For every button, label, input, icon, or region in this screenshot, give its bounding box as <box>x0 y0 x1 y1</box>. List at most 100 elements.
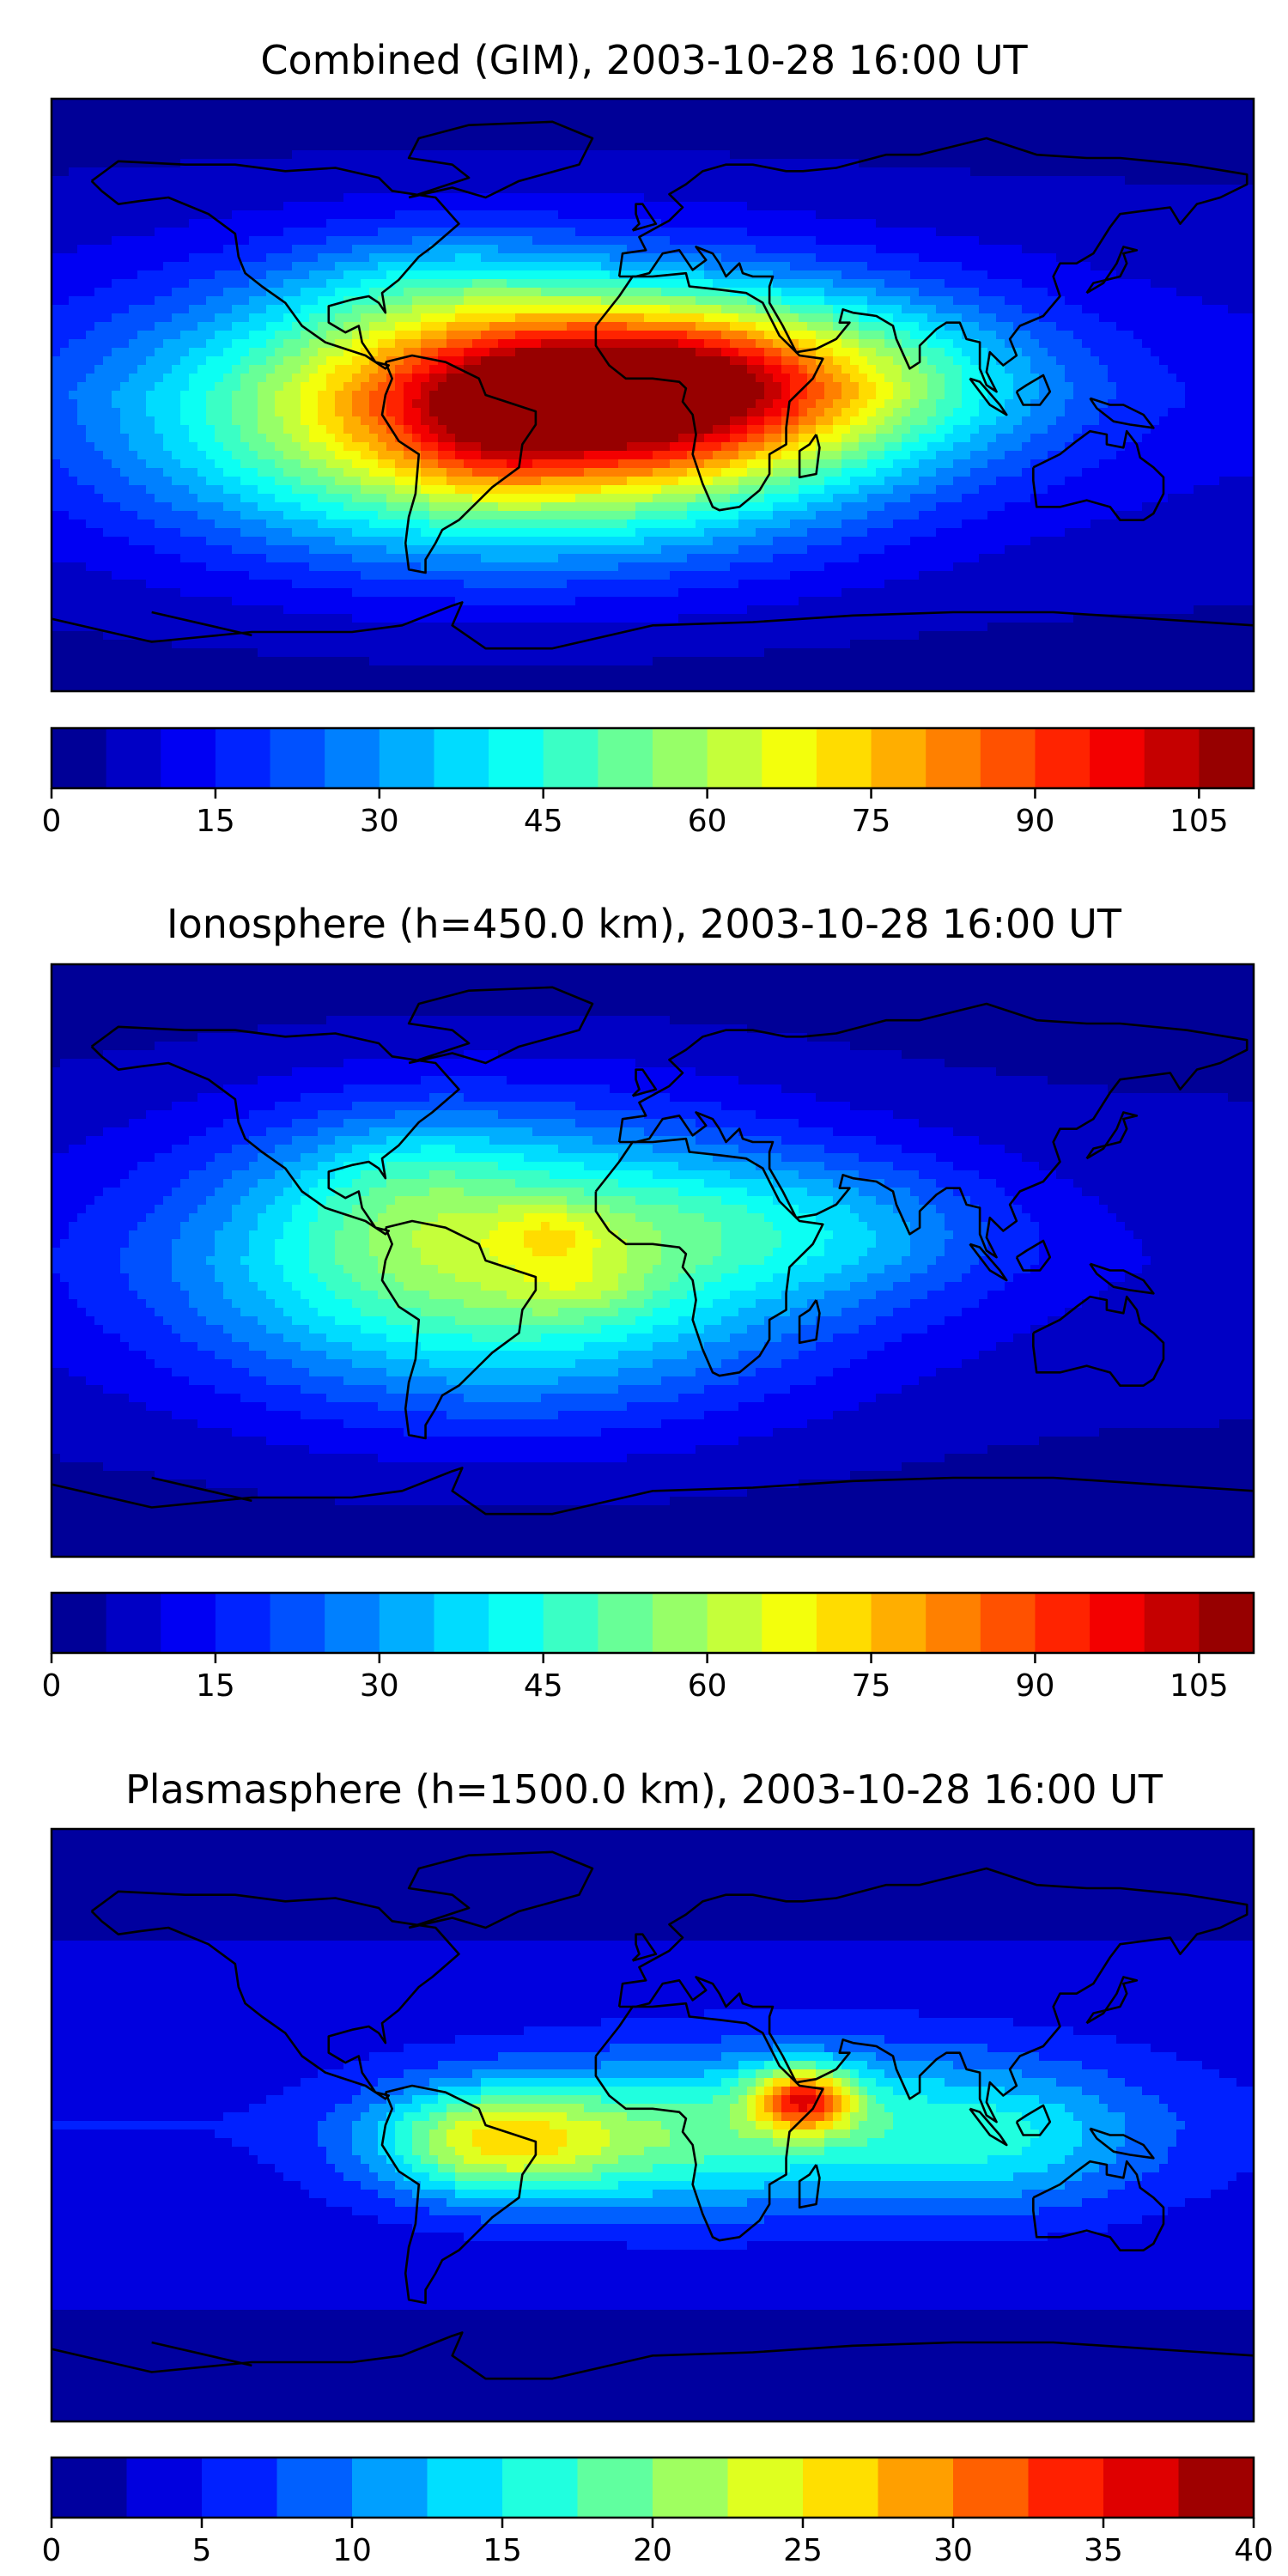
field-cell <box>1168 245 1177 254</box>
field-cell <box>507 99 516 108</box>
field-cell <box>661 305 671 314</box>
field-cell <box>996 305 1005 314</box>
field-cell <box>1082 313 1091 323</box>
field-cell <box>781 185 791 194</box>
field-cell <box>172 116 181 125</box>
field-cell <box>592 176 602 185</box>
field-cell <box>240 228 250 237</box>
field-cell <box>249 125 258 134</box>
field-cell <box>721 305 731 314</box>
field-cell <box>902 262 911 271</box>
field-cell <box>936 296 945 306</box>
field-cell <box>112 253 121 263</box>
field-cell <box>1228 391 1237 400</box>
field-cell <box>60 107 70 117</box>
field-cell <box>790 279 799 289</box>
field-cell <box>232 382 241 392</box>
field-cell <box>309 374 319 383</box>
field-cell <box>884 116 894 125</box>
field-cell <box>790 133 799 143</box>
field-cell <box>618 210 628 220</box>
field-cell <box>876 219 885 228</box>
field-cell <box>283 348 293 357</box>
field-cell <box>1236 313 1246 323</box>
field-cell <box>438 322 447 331</box>
field-cell <box>721 167 731 177</box>
field-cell <box>86 99 95 108</box>
field-cell <box>1082 374 1091 383</box>
field-cell <box>790 202 799 211</box>
field-cell <box>180 193 190 203</box>
field-cell <box>644 236 653 246</box>
field-cell <box>550 288 559 297</box>
field-cell <box>996 142 1005 151</box>
field-cell <box>1176 365 1186 374</box>
field-cell <box>1176 236 1186 246</box>
field-cell <box>567 339 576 349</box>
field-cell <box>756 107 765 117</box>
field-cell <box>1039 253 1048 263</box>
field-cell <box>524 391 533 400</box>
field-cell <box>206 391 216 400</box>
field-cell <box>515 116 525 125</box>
field-cell <box>524 185 533 194</box>
field-cell <box>1082 107 1091 117</box>
field-cell <box>687 236 696 246</box>
field-cell <box>704 313 714 323</box>
field-cell <box>670 391 679 400</box>
field-cell <box>696 399 705 409</box>
field-cell <box>240 348 250 357</box>
field-cell <box>670 185 679 194</box>
field-cell <box>1048 193 1057 203</box>
field-cell <box>635 296 645 306</box>
field-cell <box>1245 107 1254 117</box>
field-cell <box>1082 305 1091 314</box>
field-cell <box>189 176 198 185</box>
field-cell <box>489 322 499 331</box>
field-cell <box>404 193 413 203</box>
field-cell <box>129 296 138 306</box>
field-cell <box>223 193 233 203</box>
field-cell <box>378 116 387 125</box>
field-cell <box>919 374 928 383</box>
field-cell <box>696 279 705 289</box>
field-cell <box>893 107 902 117</box>
field-cell <box>335 313 344 323</box>
field-cell <box>850 125 860 134</box>
field-cell <box>1048 107 1057 117</box>
field-cell <box>60 176 70 185</box>
field-cell <box>910 159 920 168</box>
field-cell <box>610 279 619 289</box>
field-cell <box>678 391 688 400</box>
field-cell <box>1245 296 1254 306</box>
field-cell <box>103 374 112 383</box>
field-cell <box>481 374 490 383</box>
field-cell <box>584 150 593 160</box>
field-cell <box>1202 374 1212 383</box>
field-cell <box>558 322 568 331</box>
field-cell <box>395 374 404 383</box>
field-cell <box>1091 159 1100 168</box>
field-cell <box>103 313 112 323</box>
field-cell <box>807 125 817 134</box>
field-cell <box>1219 245 1229 254</box>
field-cell <box>240 210 250 220</box>
field-cell <box>867 133 877 143</box>
field-cell <box>550 176 559 185</box>
field-cell <box>180 236 190 246</box>
field-cell <box>996 331 1005 340</box>
field-cell <box>215 356 224 366</box>
field-cell <box>352 296 361 306</box>
field-cell <box>438 236 447 246</box>
field-cell <box>807 313 817 323</box>
field-cell <box>1185 331 1194 340</box>
field-cell <box>1056 365 1066 374</box>
field-cell <box>1202 322 1212 331</box>
field-cell <box>567 391 576 400</box>
field-cell <box>584 236 593 246</box>
field-cell <box>1013 365 1023 374</box>
field-cell <box>1022 331 1031 340</box>
field-cell <box>223 159 233 168</box>
field-cell <box>232 391 241 400</box>
field-cell <box>447 236 456 246</box>
